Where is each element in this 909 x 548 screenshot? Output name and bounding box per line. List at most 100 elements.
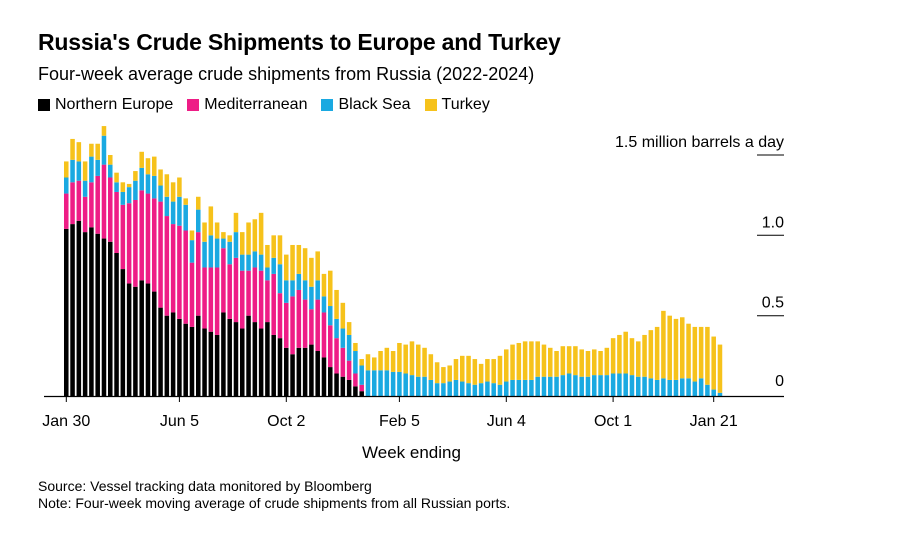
bar-segment-mediterranean: [258, 270, 264, 329]
bar-segment-turkey: [692, 326, 698, 382]
bar-segment-northern-europe: [177, 318, 182, 396]
bar-segment-turkey: [447, 365, 452, 382]
bar-segment-northern-europe: [353, 386, 358, 396]
legend-swatch: [38, 99, 50, 111]
bar-segment-northern-europe: [208, 331, 214, 396]
bar-segment-turkey: [573, 346, 578, 376]
bar-segment-mediterranean: [114, 191, 119, 253]
bar-segment-turkey: [139, 151, 144, 168]
bar-segment-turkey: [378, 351, 383, 371]
bar-segment-mediterranean: [177, 225, 182, 319]
bar-segment-turkey: [416, 344, 421, 377]
bar-segment-turkey: [177, 177, 182, 197]
bar-segment-turkey: [654, 326, 660, 380]
bar-segment-turkey: [164, 174, 170, 197]
bar-segment-mediterranean: [101, 164, 107, 239]
bar-segment-northern-europe: [64, 228, 69, 396]
bar-segment-turkey: [233, 212, 239, 233]
bar-segment-mediterranean: [164, 216, 170, 316]
bar-segment-turkey: [145, 158, 151, 175]
bar-segment-turkey: [64, 161, 69, 178]
bar-segment-black-sea: [510, 379, 515, 396]
bar-segment-turkey: [409, 341, 415, 376]
bar-segment-black-sea: [120, 191, 126, 205]
bar-segment-mediterranean: [89, 182, 94, 228]
bar-segment-northern-europe: [95, 233, 100, 396]
legend-swatch: [187, 99, 200, 111]
bar-segment-mediterranean: [340, 347, 346, 377]
bar-segment-mediterranean: [214, 267, 220, 335]
bar-segment-black-sea: [296, 273, 302, 290]
bar-segment-black-sea: [673, 379, 679, 396]
bar-segment-mediterranean: [202, 267, 207, 329]
bar-segment-northern-europe: [202, 328, 207, 396]
bar-segment-black-sea: [365, 370, 371, 396]
bar-segment-black-sea: [170, 201, 176, 225]
bar-segment-black-sea: [277, 264, 283, 294]
bar-segment-black-sea: [139, 167, 144, 191]
bar-segment-black-sea: [617, 373, 622, 396]
x-tick-label: Jun 5: [160, 413, 199, 430]
bar-segment-black-sea: [585, 376, 591, 396]
bar-segment-turkey: [309, 257, 314, 287]
bar-segment-black-sea: [497, 384, 503, 396]
bar-segment-black-sea: [403, 373, 408, 396]
bar-segment-black-sea: [434, 383, 440, 396]
y-tick-label: 1.5 million barrels a day: [615, 134, 784, 151]
bar-segment-black-sea: [214, 238, 220, 268]
bar-segment-black-sea: [390, 371, 396, 396]
bar-segment-turkey: [598, 351, 603, 376]
bar-segment-black-sea: [246, 254, 251, 271]
bar-segment-black-sea: [610, 373, 616, 396]
bar-segment-black-sea: [554, 376, 559, 396]
bar-segment-black-sea: [309, 286, 314, 310]
bar-segment-northern-europe: [76, 220, 82, 396]
bar-segment-turkey: [428, 354, 434, 380]
bar-segment-black-sea: [126, 187, 132, 204]
bar-segment-turkey: [390, 351, 396, 372]
bar-segment-mediterranean: [139, 190, 144, 281]
legend-swatch: [321, 99, 334, 111]
bar-segment-black-sea: [152, 175, 157, 199]
bar-segment-northern-europe: [133, 286, 138, 396]
bar-segment-turkey: [460, 355, 465, 382]
bar-segment-black-sea: [196, 209, 201, 233]
bar-segment-black-sea: [145, 174, 151, 194]
bar-segment-northern-europe: [164, 315, 170, 396]
bar-segment-mediterranean: [145, 193, 151, 284]
bar-segment-black-sea: [70, 159, 75, 183]
legend-label: Mediterranean: [204, 96, 308, 113]
bar-segment-northern-europe: [145, 283, 151, 396]
bar-segment-northern-europe: [265, 322, 270, 396]
bar-segment-mediterranean: [108, 177, 113, 242]
bar-segment-northern-europe: [183, 323, 188, 396]
bar-segment-mediterranean: [290, 296, 295, 355]
bar-segment-black-sea: [416, 376, 421, 396]
bar-segment-northern-europe: [227, 318, 232, 396]
legend: Northern Europe Mediterranean Black Sea …: [38, 96, 504, 114]
legend-item-turkey: Turkey: [424, 96, 490, 114]
bar-segment-turkey: [258, 212, 264, 255]
bars-group: [64, 126, 723, 396]
bar-segment-turkey: [70, 138, 75, 160]
bar-segment-black-sea: [258, 254, 264, 271]
bar-segment-mediterranean: [76, 180, 82, 221]
bar-segment-turkey: [101, 126, 107, 136]
bar-segment-turkey: [340, 302, 346, 329]
bar-segment-turkey: [120, 182, 126, 192]
bar-segment-black-sea: [592, 375, 597, 396]
x-axis-title: Week ending: [362, 443, 461, 462]
bar-segment-turkey: [711, 336, 716, 390]
bar-segment-turkey: [315, 251, 320, 281]
bar-segment-black-sea: [409, 375, 415, 396]
bar-segment-black-sea: [82, 180, 88, 197]
bar-segment-black-sea: [240, 254, 245, 271]
bar-segment-northern-europe: [296, 347, 302, 396]
bar-segment-black-sea: [252, 251, 258, 268]
bar-segment-black-sea: [108, 164, 113, 178]
bar-segment-turkey: [246, 222, 251, 255]
bar-segment-turkey: [334, 289, 339, 319]
bar-segment-mediterranean: [346, 360, 352, 380]
bar-segment-turkey: [610, 338, 616, 374]
